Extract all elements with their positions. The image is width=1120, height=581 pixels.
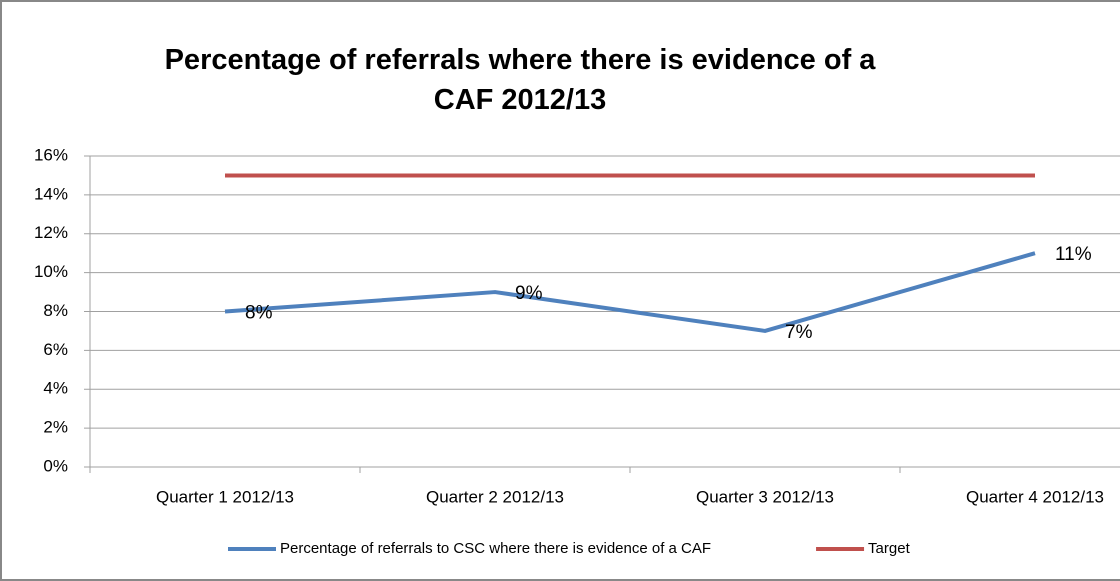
y-tick-label: 2%: [43, 418, 68, 437]
x-tick-label: Quarter 1 2012/13: [156, 487, 294, 506]
data-label: 11%: [1055, 244, 1092, 265]
y-tick-label: 10%: [34, 262, 68, 281]
y-tick-label: 8%: [43, 301, 68, 320]
y-tick-label: 16%: [34, 145, 68, 164]
y-tick-label: 14%: [34, 184, 68, 203]
data-label: 7%: [785, 322, 813, 343]
y-tick-label: 4%: [43, 379, 68, 398]
chart-title: Percentage of referrals where there is e…: [164, 44, 876, 116]
data-label: 9%: [515, 283, 543, 304]
y-tick-label: 0%: [43, 456, 68, 475]
series-line: [224, 251, 1036, 333]
x-tick-label: Quarter 2 2012/13: [426, 487, 564, 506]
x-tick-label: Quarter 4 2012/13: [966, 487, 1104, 506]
legend-label: Percentage of referrals to CSC where the…: [280, 540, 711, 557]
x-tick-label: Quarter 3 2012/13: [696, 487, 834, 506]
y-tick-label: 6%: [43, 340, 68, 359]
data-label: 8%: [245, 303, 273, 324]
y-tick-label: 12%: [34, 223, 68, 242]
legend-label: Target: [868, 540, 911, 557]
